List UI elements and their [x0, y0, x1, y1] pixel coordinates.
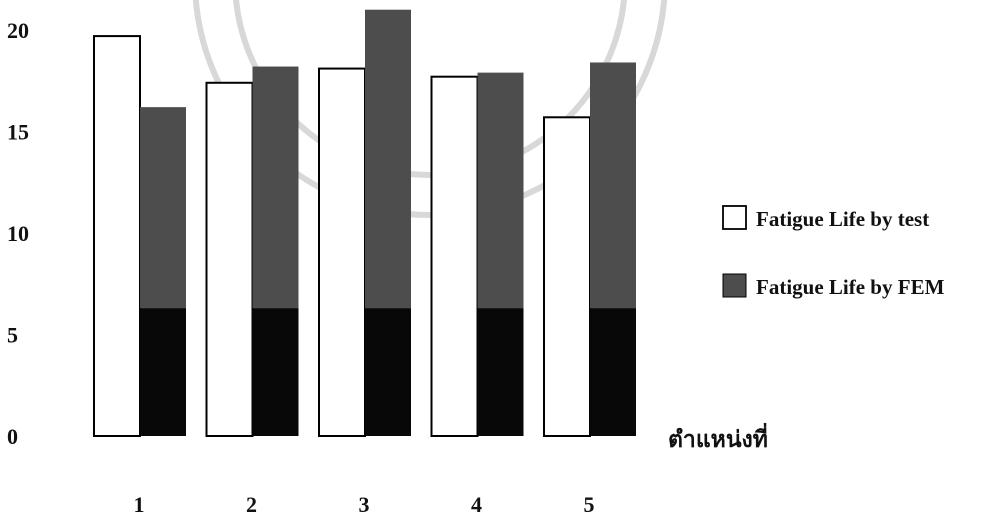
bar-fem-base [477, 308, 524, 436]
bar-fem [477, 72, 524, 309]
x-tick-label: 5 [584, 492, 595, 517]
bar-fem-base [590, 308, 636, 436]
legend-swatch-test [722, 205, 747, 230]
x-axis-title: ตำแหน่งที่ [668, 422, 768, 452]
bar-test [93, 35, 141, 438]
bar-fem-base [252, 308, 299, 436]
bar-fem-base [140, 308, 186, 436]
bars [93, 9, 636, 438]
y-tick-label: 20 [7, 18, 29, 43]
legend-swatch-fem [722, 273, 747, 298]
x-tick-label: 4 [471, 492, 482, 517]
x-tick-label: 2 [246, 492, 257, 517]
bar-fem [140, 107, 186, 309]
bar-fem [590, 62, 636, 309]
y-tick-label: 10 [7, 221, 29, 246]
x-tick-label: 3 [359, 492, 370, 517]
bar-fem [365, 9, 411, 309]
y-tick-label: 0 [7, 424, 18, 449]
bar-test [430, 75, 479, 437]
y-axis: 0 5 10 15 20 [7, 18, 29, 449]
legend-label-test: Fatigue Life by test [756, 207, 929, 231]
bar-test [318, 67, 366, 437]
bar-test [543, 116, 591, 437]
legend-label-fem: Fatigue Life by FEM [756, 275, 945, 299]
legend: Fatigue Life by test Fatigue Life by FEM [722, 205, 945, 299]
bar-test [205, 81, 254, 437]
bar-fem [252, 66, 299, 309]
x-tick-label: 1 [134, 492, 145, 517]
bar-fem-base [365, 308, 411, 436]
watermark-seal [192, 0, 668, 218]
x-axis-ticks: 1 2 3 4 5 [134, 492, 595, 517]
y-tick-label: 5 [7, 323, 18, 348]
y-tick-label: 15 [7, 120, 29, 145]
